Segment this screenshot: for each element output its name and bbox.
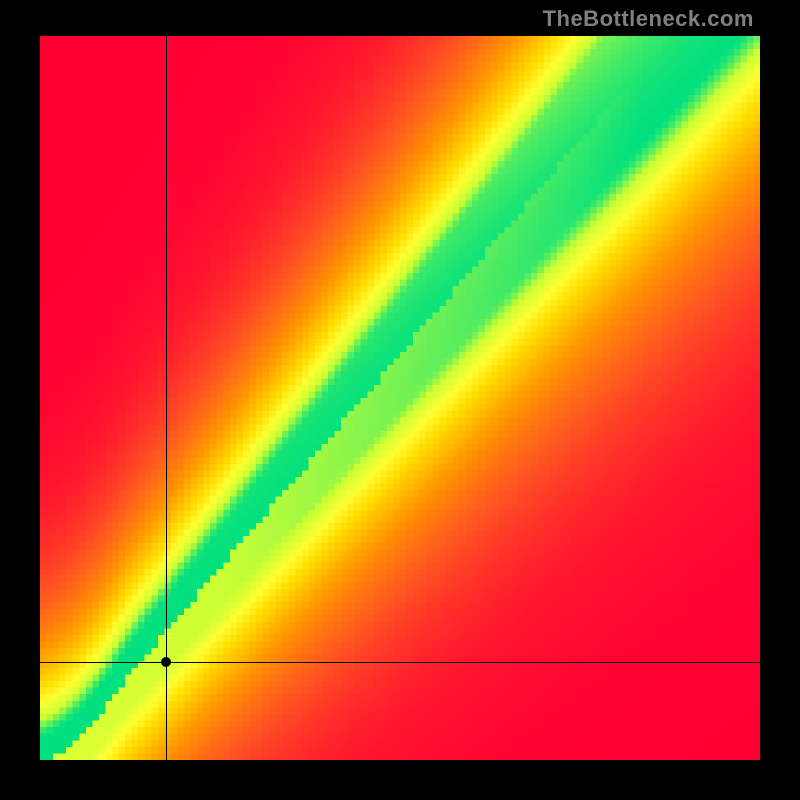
crosshair-vertical-line	[166, 36, 167, 760]
crosshair-marker-dot	[161, 657, 171, 667]
watermark-text: TheBottleneck.com	[543, 6, 754, 32]
crosshair-horizontal-line	[40, 662, 760, 663]
bottleneck-heatmap	[40, 36, 760, 760]
